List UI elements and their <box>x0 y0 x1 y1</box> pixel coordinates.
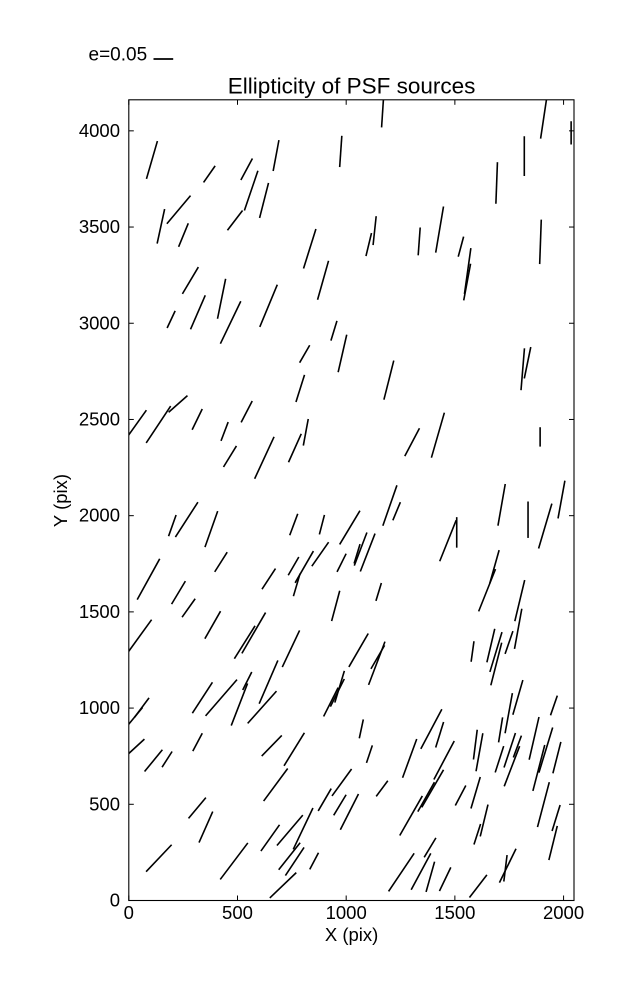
svg-text:0: 0 <box>124 902 134 923</box>
svg-text:Ellipticity of PSF sources: Ellipticity of PSF sources <box>228 74 476 99</box>
svg-text:e=0.05: e=0.05 <box>89 45 148 66</box>
svg-text:Y (pix): Y (pix) <box>50 474 71 527</box>
svg-text:X (pix): X (pix) <box>325 924 378 945</box>
svg-text:2000: 2000 <box>543 902 584 923</box>
svg-text:2500: 2500 <box>79 408 120 429</box>
svg-text:2000: 2000 <box>79 505 120 526</box>
svg-text:0: 0 <box>110 890 120 911</box>
svg-text:1500: 1500 <box>79 601 120 622</box>
svg-text:500: 500 <box>222 902 253 923</box>
svg-text:1500: 1500 <box>434 902 475 923</box>
svg-text:4000: 4000 <box>79 120 120 141</box>
svg-text:3000: 3000 <box>79 312 120 333</box>
svg-text:3500: 3500 <box>79 216 120 237</box>
svg-text:500: 500 <box>89 793 120 814</box>
svg-text:1000: 1000 <box>326 902 367 923</box>
svg-text:1000: 1000 <box>79 697 120 718</box>
